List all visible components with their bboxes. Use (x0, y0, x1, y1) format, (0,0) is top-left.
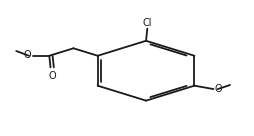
Text: O: O (24, 50, 31, 60)
Text: Cl: Cl (142, 18, 152, 28)
Text: O: O (48, 71, 56, 81)
Text: O: O (215, 84, 223, 94)
